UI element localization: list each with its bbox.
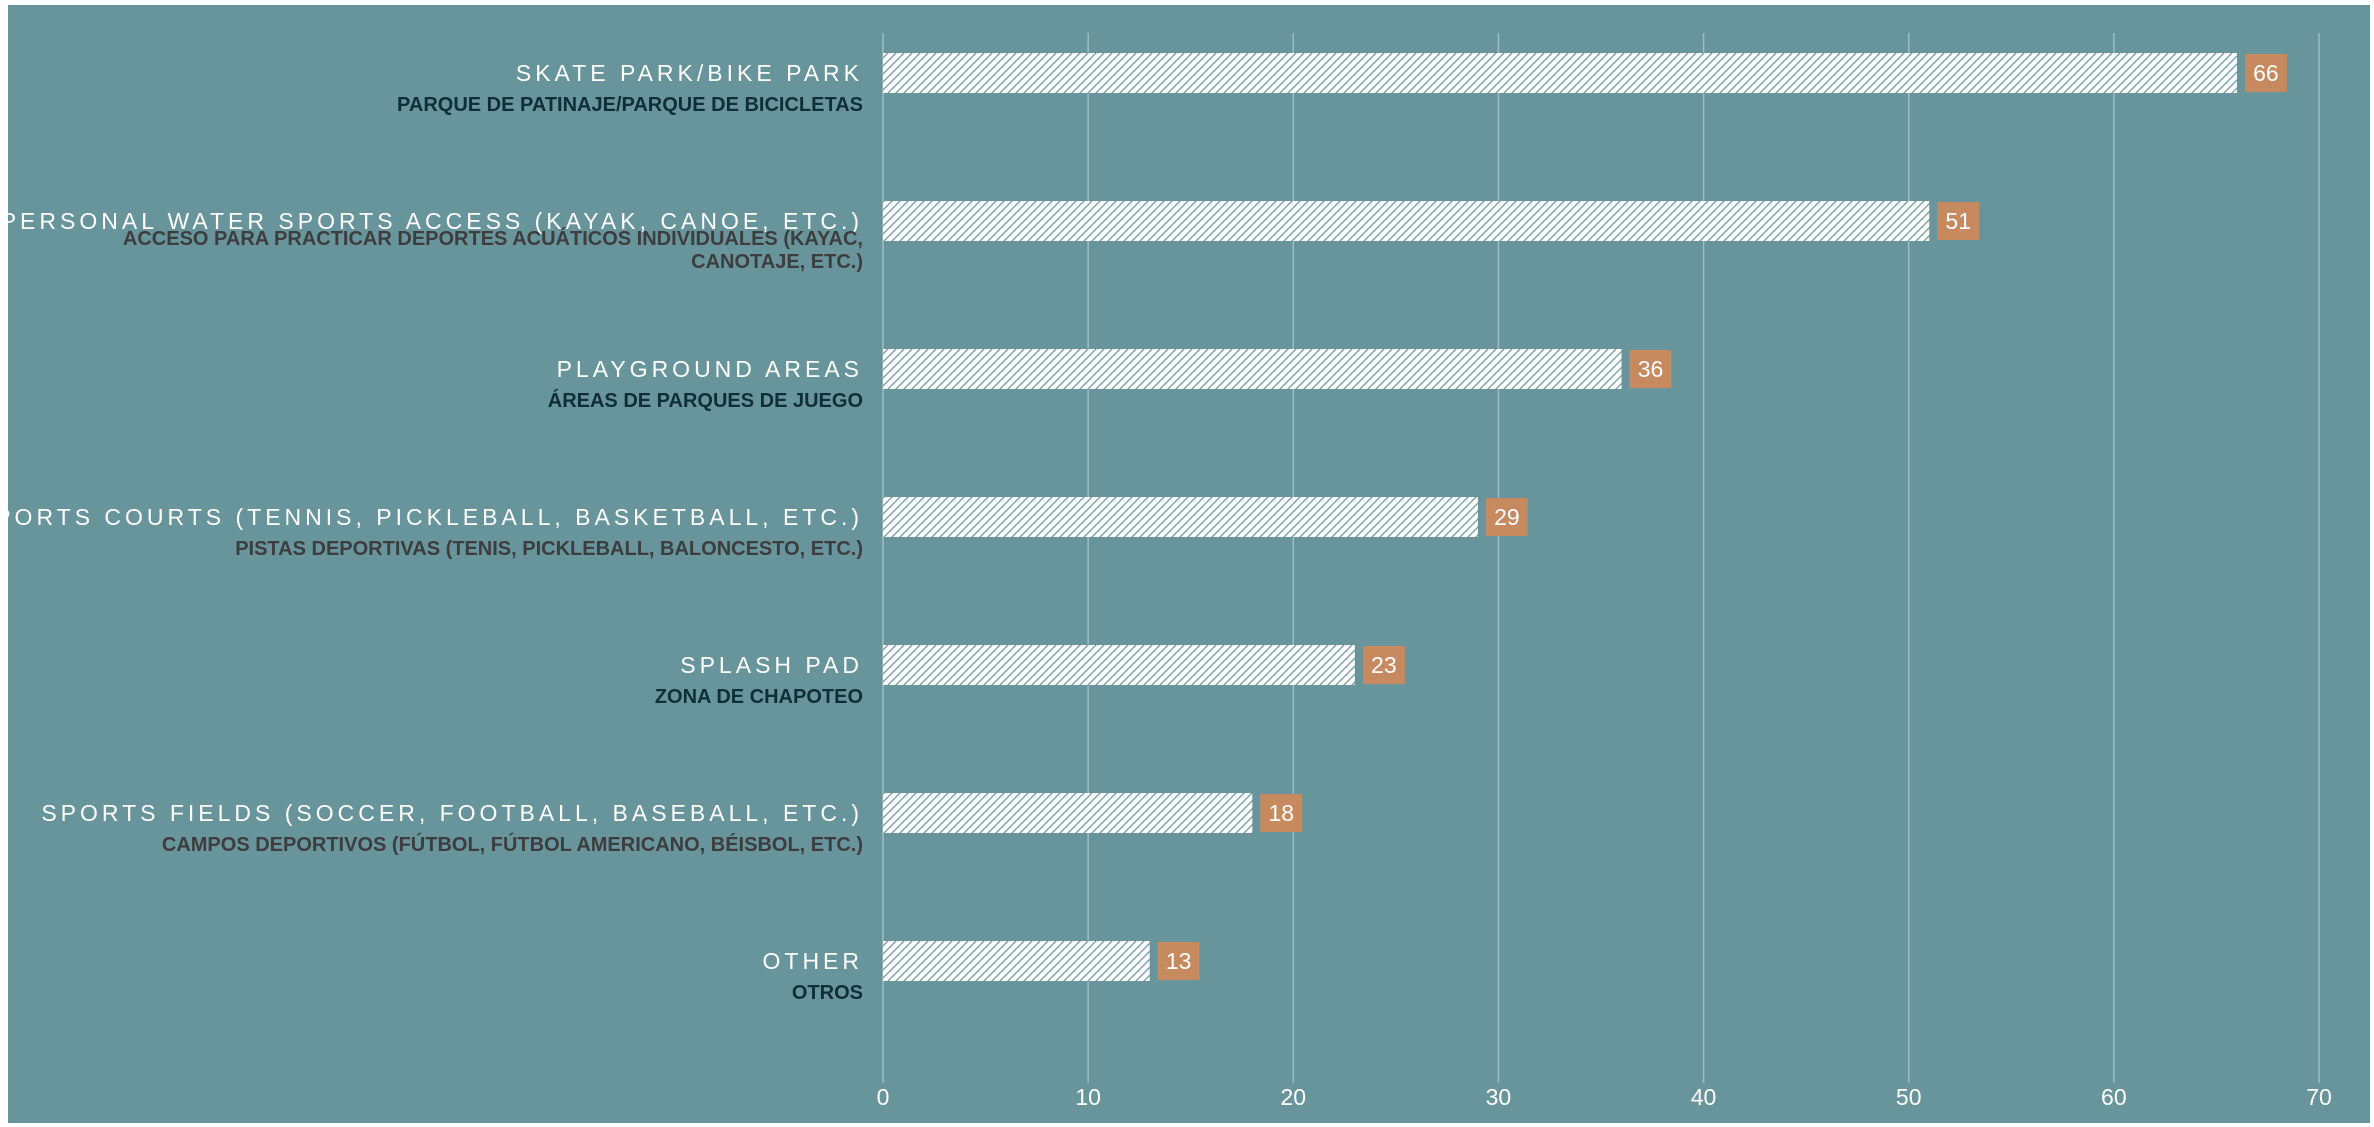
bars: 66 51 36 29 23 18 13 bbox=[883, 53, 2287, 981]
data-label: 66 bbox=[2253, 60, 2279, 86]
bar bbox=[883, 201, 1930, 241]
category-sublabel: CANOTAJE, ETC.) bbox=[691, 251, 863, 273]
category-sublabel: CAMPOS DEPORTIVOS (FÚTBOL, FÚTBOL AMERIC… bbox=[162, 832, 863, 856]
data-label: 29 bbox=[1494, 504, 1520, 530]
category-sublabel: PISTAS DEPORTIVAS (TENIS, PICKLEBALL, BA… bbox=[235, 538, 863, 560]
category-sublabel: ZONA DE CHAPOTEO bbox=[655, 686, 863, 708]
category-sublabel: ÁREAS DE PARQUES DE JUEGO bbox=[548, 389, 863, 412]
bar-chart: 66 51 36 29 23 18 13 SKATE PARK/BIKE PARK PARQU… bbox=[8, 5, 2370, 1123]
bar bbox=[883, 497, 1478, 537]
bar bbox=[883, 645, 1355, 685]
chart-background bbox=[8, 5, 2370, 1123]
category-sublabel: ACCESO PARA PRACTICAR DEPORTES ACUÁTICOS… bbox=[123, 227, 863, 250]
category-label: SPLASH PAD bbox=[680, 652, 863, 678]
chart-panel: 66 51 36 29 23 18 13 SKATE PARK/BIKE PARK PARQU… bbox=[8, 5, 2370, 1123]
category-label: OTHER bbox=[763, 948, 864, 974]
data-label-box bbox=[1937, 202, 1980, 240]
x-axis-ticks: 0 10 20 30 40 50 60 70 bbox=[877, 1084, 2332, 1110]
data-label-box bbox=[1260, 794, 1303, 832]
x-tick-label: 20 bbox=[1280, 1084, 1306, 1110]
x-tick-label: 10 bbox=[1075, 1084, 1101, 1110]
bar bbox=[883, 53, 2237, 93]
category-label: PERSONAL WATER SPORTS ACCESS (KAYAK, CAN… bbox=[8, 208, 863, 234]
data-label: 51 bbox=[1945, 208, 1971, 234]
data-label: 36 bbox=[1638, 356, 1664, 382]
x-tick-label: 30 bbox=[1486, 1084, 1512, 1110]
data-label-box bbox=[1157, 942, 1200, 980]
category-label: SPORTS FIELDS (SOCCER, FOOTBALL, BASEBAL… bbox=[41, 800, 863, 826]
x-tick-label: 70 bbox=[2306, 1084, 2332, 1110]
bar bbox=[883, 349, 1622, 389]
category-sublabel: PARQUE DE PATINAJE/PARQUE DE BICICLETAS bbox=[397, 94, 863, 116]
category-label: SPORTS COURTS (TENNIS, PICKLEBALL, BASKE… bbox=[8, 504, 863, 530]
data-label-box bbox=[2244, 54, 2287, 92]
bar bbox=[883, 941, 1150, 981]
x-tick-label: 40 bbox=[1691, 1084, 1717, 1110]
data-label: 23 bbox=[1371, 652, 1397, 678]
x-tick-label: 60 bbox=[2101, 1084, 2127, 1110]
x-tick-label: 0 bbox=[877, 1084, 890, 1110]
data-label: 13 bbox=[1166, 948, 1192, 974]
data-label-box bbox=[1362, 646, 1405, 684]
data-label-box bbox=[1629, 350, 1672, 388]
category-label: SKATE PARK/BIKE PARK bbox=[516, 60, 863, 86]
x-tick-label: 50 bbox=[1896, 1084, 1922, 1110]
data-label-box bbox=[1485, 498, 1528, 536]
category-labels: SKATE PARK/BIKE PARK PARQUE DE PATINAJE/P… bbox=[8, 60, 863, 1004]
category-sublabel: OTROS bbox=[792, 982, 863, 1004]
data-label: 18 bbox=[1268, 800, 1294, 826]
category-label: PLAYGROUND AREAS bbox=[557, 356, 863, 382]
bar bbox=[883, 793, 1253, 833]
